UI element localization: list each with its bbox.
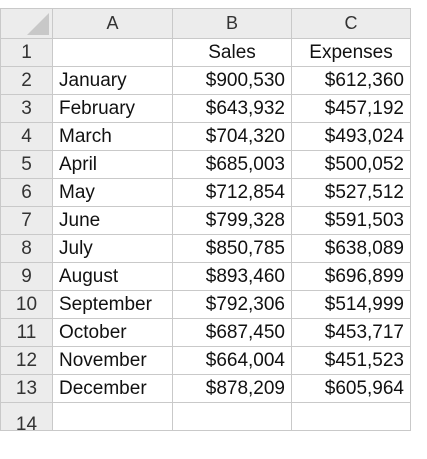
cell-a1[interactable] bbox=[52, 38, 173, 67]
cell-expenses[interactable]: $605,964 bbox=[291, 374, 411, 403]
column-header-c[interactable]: C bbox=[291, 8, 411, 39]
cell-sales[interactable]: $893,460 bbox=[172, 262, 292, 291]
cell-expenses[interactable]: $514,999 bbox=[291, 290, 411, 319]
row-header[interactable]: 7 bbox=[0, 206, 53, 235]
cell-month[interactable]: August bbox=[52, 262, 173, 291]
table-row: 3 February $643,932 $457,192 bbox=[0, 94, 411, 123]
cell-month[interactable]: April bbox=[52, 150, 173, 179]
column-header-b[interactable]: B bbox=[172, 8, 292, 39]
row-header-1[interactable]: 1 bbox=[0, 38, 53, 67]
cell-month[interactable]: June bbox=[52, 206, 173, 235]
cell-sales[interactable]: $850,785 bbox=[172, 234, 292, 263]
table-row: 6 May $712,854 $527,512 bbox=[0, 178, 411, 207]
table-row: 2 January $900,530 $612,360 bbox=[0, 66, 411, 95]
cell-expenses[interactable]: $527,512 bbox=[291, 178, 411, 207]
column-header-a[interactable]: A bbox=[52, 8, 173, 39]
cell-expenses[interactable]: $457,192 bbox=[291, 94, 411, 123]
spreadsheet: A B C 1 Sales Expenses 2 January $900,530 $… bbox=[0, 8, 427, 459]
empty-cell[interactable] bbox=[291, 402, 411, 431]
row-header[interactable]: 2 bbox=[0, 66, 53, 95]
cell-sales[interactable]: $685,003 bbox=[172, 150, 292, 179]
cell-expenses[interactable]: $612,360 bbox=[291, 66, 411, 95]
row-header[interactable]: 3 bbox=[0, 94, 53, 123]
cell-expenses[interactable]: $638,089 bbox=[291, 234, 411, 263]
row-header[interactable]: 14 bbox=[0, 402, 53, 431]
cell-sales[interactable]: $664,004 bbox=[172, 346, 292, 375]
cell-b1-sales-label[interactable]: Sales bbox=[172, 38, 292, 67]
table-row: 5 April $685,003 $500,052 bbox=[0, 150, 411, 179]
cell-sales[interactable]: $799,328 bbox=[172, 206, 292, 235]
cell-month[interactable]: October bbox=[52, 318, 173, 347]
cell-month[interactable]: July bbox=[52, 234, 173, 263]
table-row: 9 August $893,460 $696,899 bbox=[0, 262, 411, 291]
cell-month[interactable]: November bbox=[52, 346, 173, 375]
empty-cell[interactable] bbox=[172, 402, 292, 431]
row-header[interactable]: 10 bbox=[0, 290, 53, 319]
row-header[interactable]: 12 bbox=[0, 346, 53, 375]
cell-c1-expenses-label[interactable]: Expenses bbox=[291, 38, 411, 67]
row-header[interactable]: 4 bbox=[0, 122, 53, 151]
row-header[interactable]: 9 bbox=[0, 262, 53, 291]
cell-expenses[interactable]: $453,717 bbox=[291, 318, 411, 347]
row-header[interactable]: 6 bbox=[0, 178, 53, 207]
cell-month[interactable]: May bbox=[52, 178, 173, 207]
sheet-row-partial: 14 bbox=[0, 402, 411, 431]
cell-sales[interactable]: $878,209 bbox=[172, 374, 292, 403]
cell-month[interactable]: January bbox=[52, 66, 173, 95]
cell-expenses[interactable]: $591,503 bbox=[291, 206, 411, 235]
cell-month[interactable]: September bbox=[52, 290, 173, 319]
cell-expenses[interactable]: $451,523 bbox=[291, 346, 411, 375]
row-header[interactable]: 13 bbox=[0, 374, 53, 403]
empty-cell[interactable] bbox=[52, 402, 173, 431]
select-all-corner[interactable] bbox=[0, 8, 53, 39]
cell-expenses[interactable]: $696,899 bbox=[291, 262, 411, 291]
table-row: 4 March $704,320 $493,024 bbox=[0, 122, 411, 151]
cell-sales[interactable]: $704,320 bbox=[172, 122, 292, 151]
cell-expenses[interactable]: $493,024 bbox=[291, 122, 411, 151]
row-header[interactable]: 11 bbox=[0, 318, 53, 347]
cell-month[interactable]: March bbox=[52, 122, 173, 151]
row-header[interactable]: 8 bbox=[0, 234, 53, 263]
cell-sales[interactable]: $712,854 bbox=[172, 178, 292, 207]
cell-sales[interactable]: $687,450 bbox=[172, 318, 292, 347]
table-row: 10 September $792,306 $514,999 bbox=[0, 290, 411, 319]
row-header[interactable]: 5 bbox=[0, 150, 53, 179]
table-row: 11 October $687,450 $453,717 bbox=[0, 318, 411, 347]
column-header-row: A B C bbox=[0, 8, 411, 39]
cell-sales[interactable]: $900,530 bbox=[172, 66, 292, 95]
spreadsheet-grid: A B C 1 Sales Expenses 2 January $900,530 $… bbox=[0, 8, 411, 431]
cell-expenses[interactable]: $500,052 bbox=[291, 150, 411, 179]
select-all-triangle-icon bbox=[27, 13, 49, 35]
cell-month[interactable]: December bbox=[52, 374, 173, 403]
table-row: 13 December $878,209 $605,964 bbox=[0, 374, 411, 403]
cell-month[interactable]: February bbox=[52, 94, 173, 123]
table-row: 12 November $664,004 $451,523 bbox=[0, 346, 411, 375]
cell-sales[interactable]: $643,932 bbox=[172, 94, 292, 123]
cell-sales[interactable]: $792,306 bbox=[172, 290, 292, 319]
table-row: 8 July $850,785 $638,089 bbox=[0, 234, 411, 263]
sheet-row-1: 1 Sales Expenses bbox=[0, 38, 411, 67]
table-row: 7 June $799,328 $591,503 bbox=[0, 206, 411, 235]
